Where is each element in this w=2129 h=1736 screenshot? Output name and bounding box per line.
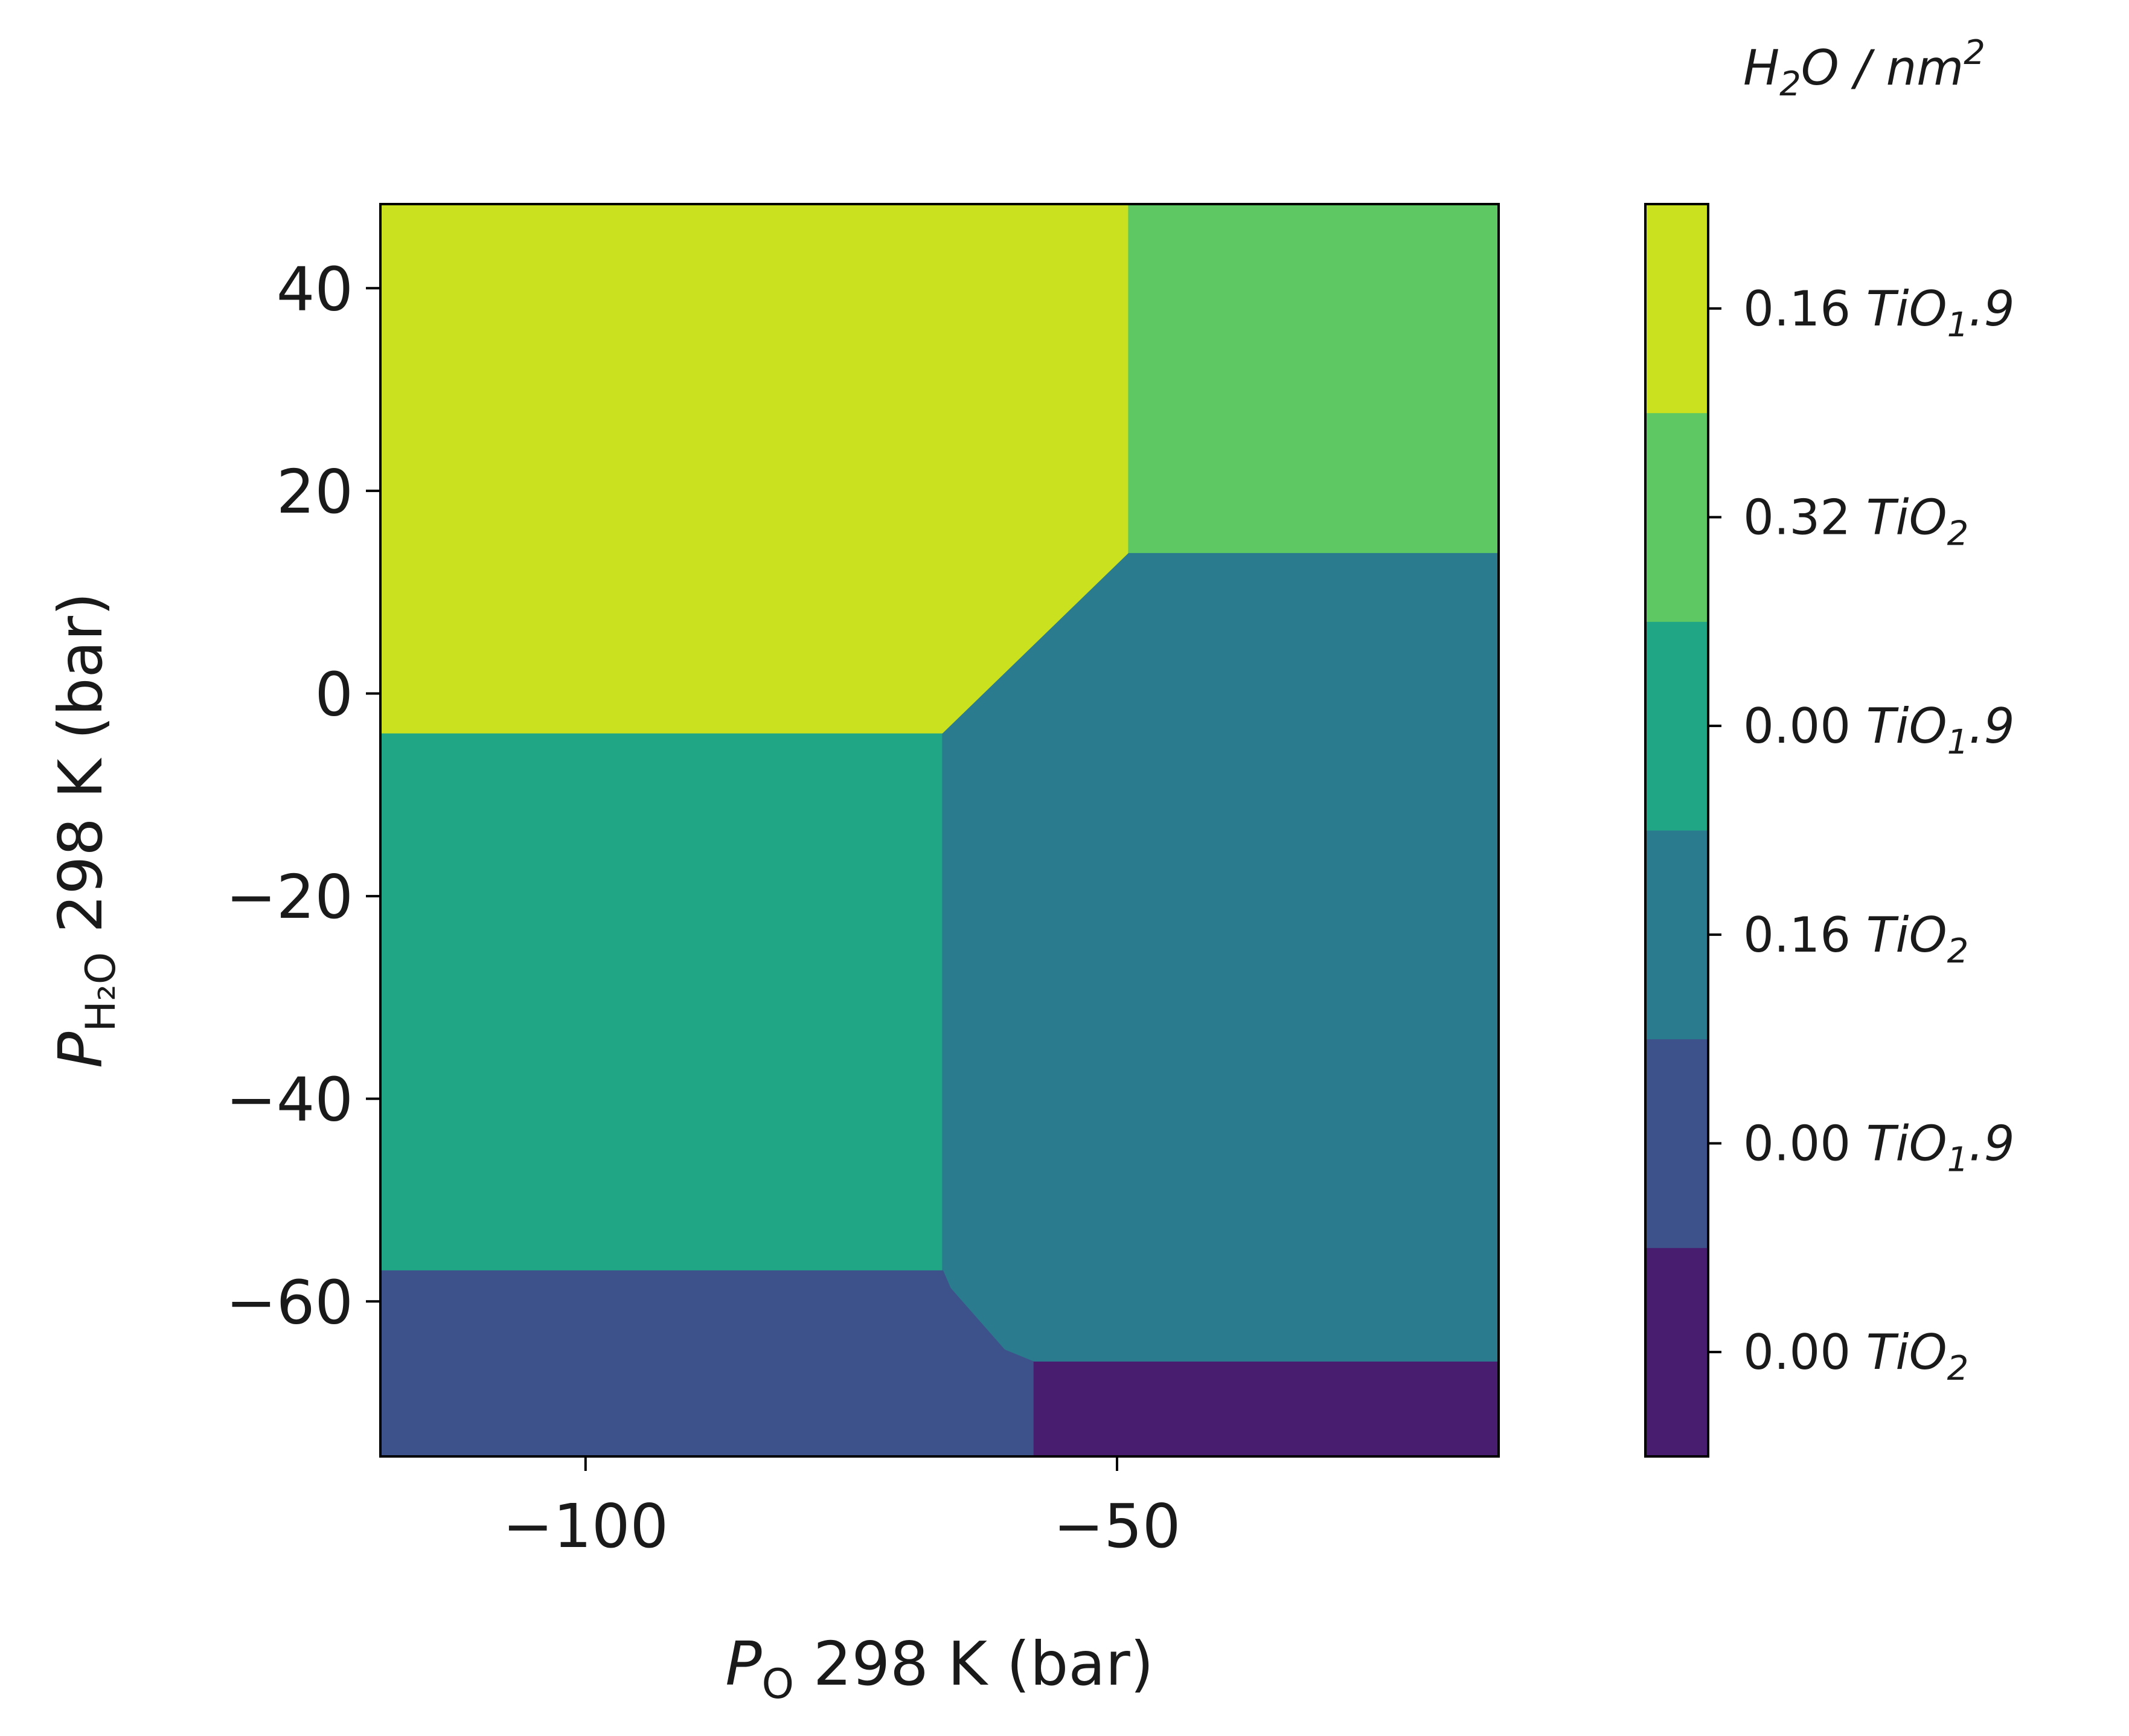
y-tick-label: −40 [226, 1065, 353, 1135]
colorbar-title-sub: 2 [1779, 65, 1801, 104]
colorbar-tick-label: 0.00 TiO1.9 [1743, 698, 2015, 762]
colorbar-title-sup: 2 [1964, 33, 1985, 72]
colorbar-tick-label: 0.16 TiO2 [1743, 907, 1968, 971]
colorbar-segment [1645, 1039, 1708, 1248]
x-axis-label-rest: 298 K (bar) [794, 1629, 1154, 1699]
y-tick-label: 40 [277, 254, 353, 324]
phase-region-3 [380, 733, 944, 1272]
plot-regions [380, 203, 1499, 1457]
x-axis-label-subscript: O [762, 1661, 795, 1708]
colorbar-frame [1644, 203, 1709, 1458]
colorbar-segment [1645, 204, 1708, 414]
x-tick-label: −100 [502, 1491, 668, 1561]
phase-region-2 [942, 553, 1499, 1363]
x-axis: −100 −50 [502, 1456, 1181, 1561]
y-axis-label-symbol: P [45, 1031, 116, 1068]
colorbar-title-base: H [1743, 40, 1779, 96]
colorbar-segments [1645, 204, 1708, 1457]
colorbar-segment [1645, 1248, 1708, 1457]
colorbar-title: H2O / nm2 [1743, 33, 1985, 104]
x-axis-label: PO 298 K (bar) [725, 1629, 1154, 1708]
y-tick-label: −20 [226, 862, 353, 932]
colorbar-tick-label: 0.00 TiO2 [1743, 1324, 1968, 1388]
y-axis-label-subscript: H₂O [77, 952, 125, 1032]
colorbar-tick-label: 0.16 TiO1.9 [1743, 281, 2015, 345]
plot-frame [379, 203, 1500, 1458]
phase-region-0 [1033, 1361, 1499, 1457]
y-axis-label: PH₂O 298 K (bar) [45, 592, 125, 1068]
colorbar-title-mid: O / nm [1801, 40, 1964, 96]
y-axis-label-rest: 298 K (bar) [45, 592, 116, 952]
y-tick-label: −60 [226, 1267, 353, 1337]
colorbar-segment [1645, 830, 1708, 1040]
colorbar-segment [1645, 621, 1708, 831]
phase-region-4 [1128, 203, 1499, 554]
y-axis: −60 −40 −20 0 20 40 [226, 254, 380, 1337]
phase-region-5 [380, 203, 1130, 735]
colorbar-tick-label: 0.32 TiO2 [1743, 490, 1968, 554]
colorbar-ticks: 0.00 TiO2 0.00 TiO1.9 0.16 TiO2 0.00 TiO1.9… [1708, 281, 2015, 1388]
colorbar-tick-label: 0.00 TiO1.9 [1743, 1116, 2015, 1180]
colorbar: 0.00 TiO2 0.00 TiO1.9 0.16 TiO2 0.00 TiO1.9… [1644, 33, 2015, 1458]
y-tick-label: 0 [315, 659, 353, 729]
colorbar-segment [1645, 412, 1708, 622]
phase-region-1 [380, 1270, 1035, 1457]
x-tick-label: −50 [1053, 1491, 1180, 1561]
y-tick-label: 20 [277, 456, 353, 527]
x-axis-label-symbol: P [725, 1629, 762, 1699]
